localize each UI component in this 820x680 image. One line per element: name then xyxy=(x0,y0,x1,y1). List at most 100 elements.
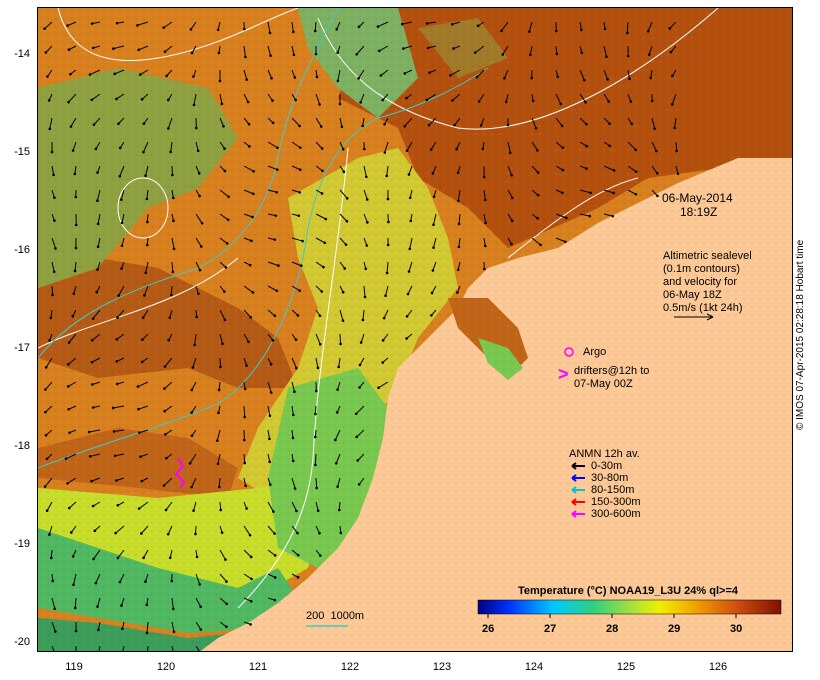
anmn-legend-label: 0-30m xyxy=(591,460,623,472)
velocity-arrow xyxy=(46,501,53,511)
velocity-arrowhead xyxy=(195,555,199,559)
velocity-arrowhead xyxy=(456,171,460,175)
velocity-arrow xyxy=(171,621,175,632)
velocity-arrow xyxy=(194,525,197,535)
velocity-arrowhead xyxy=(222,124,225,128)
velocity-arrow xyxy=(651,165,658,174)
velocity-arrowhead xyxy=(268,414,272,418)
velocity-arrow xyxy=(92,309,101,319)
velocity-arrowhead xyxy=(115,360,119,363)
velocity-arrow xyxy=(507,189,513,199)
velocity-arrow xyxy=(50,549,53,559)
velocity-arrowhead xyxy=(245,364,248,367)
velocity-arrow xyxy=(118,117,125,125)
velocity-arrow xyxy=(169,549,173,558)
velocity-arrowhead xyxy=(432,195,436,199)
velocity-arrowhead xyxy=(500,29,503,33)
velocity-arrow xyxy=(243,573,252,580)
velocity-arrow xyxy=(377,21,389,28)
velocity-arrowhead xyxy=(385,174,389,178)
velocity-arrow xyxy=(267,45,272,56)
velocity-arrow xyxy=(555,165,564,171)
sst-map xyxy=(38,8,792,651)
velocity-arrowhead xyxy=(356,459,360,462)
anmn-legend-item: 300-600m xyxy=(571,508,641,520)
velocity-arrow xyxy=(531,189,539,196)
velocity-arrow xyxy=(72,141,77,151)
velocity-arrowhead xyxy=(69,531,73,534)
velocity-arrowhead xyxy=(449,74,452,77)
velocity-arrow xyxy=(358,477,365,485)
velocity-arrow xyxy=(146,213,149,223)
velocity-arrowhead xyxy=(218,79,222,83)
velocity-arrowhead xyxy=(137,48,141,52)
velocity-arrow xyxy=(555,93,562,105)
velocity-arrow xyxy=(433,213,437,225)
velocity-arrowhead xyxy=(341,148,345,151)
velocity-arrow xyxy=(51,189,55,198)
velocity-arrow xyxy=(474,45,485,54)
velocity-arrowhead xyxy=(120,198,123,201)
velocity-arrow xyxy=(426,93,437,101)
velocity-arrowhead xyxy=(320,147,324,150)
velocity-arrowhead xyxy=(93,529,97,532)
velocity-arrow xyxy=(431,285,437,294)
velocity-arrowhead xyxy=(425,22,429,25)
velocity-arrow xyxy=(73,573,77,585)
velocity-arrowhead xyxy=(221,342,224,345)
velocity-arrow xyxy=(243,357,248,366)
velocity-arrow xyxy=(146,189,149,199)
velocity-arrowhead xyxy=(649,76,653,80)
velocity-arrowhead xyxy=(379,74,383,77)
velocity-arrow xyxy=(337,69,341,81)
velocity-arrowhead xyxy=(382,316,386,320)
velocity-arrowhead xyxy=(656,194,659,198)
velocity-arrow xyxy=(291,501,297,512)
velocity-arrow xyxy=(339,213,348,222)
velocity-arrow xyxy=(291,45,295,55)
velocity-arrowhead xyxy=(314,412,317,416)
velocity-arrowhead xyxy=(268,31,272,35)
velocity-arrow xyxy=(195,261,201,271)
velocity-arrowhead xyxy=(115,21,119,25)
velocity-arrowhead xyxy=(340,125,344,129)
velocity-arrowhead xyxy=(431,269,435,272)
velocity-arrow xyxy=(143,141,149,153)
velocity-arrow xyxy=(528,21,533,32)
velocity-arrow xyxy=(243,189,254,195)
velocity-arrowhead xyxy=(188,461,192,465)
velocity-arrowhead xyxy=(297,214,301,218)
velocity-arrow xyxy=(291,69,296,78)
velocity-arrow xyxy=(627,69,630,79)
velocity-arrow xyxy=(382,333,389,341)
velocity-arrow xyxy=(145,573,149,582)
velocity-arrowhead xyxy=(68,506,71,510)
velocity-arrow xyxy=(384,141,389,153)
velocity-arrowhead xyxy=(483,244,487,248)
velocity-arrow xyxy=(385,285,389,296)
velocity-arrow xyxy=(409,189,413,198)
velocity-arrowhead xyxy=(192,75,195,78)
velocity-arrow xyxy=(627,93,632,102)
velocity-arrowhead xyxy=(387,220,390,224)
velocity-arrowhead xyxy=(337,508,341,512)
velocity-arrowhead xyxy=(271,339,275,342)
velocity-arrow xyxy=(67,477,77,484)
velocity-arrow xyxy=(267,165,278,171)
velocity-arrowhead xyxy=(386,243,390,247)
velocity-arrow xyxy=(267,141,278,149)
velocity-arrowhead xyxy=(560,124,564,128)
velocity-arrowhead xyxy=(95,290,99,294)
velocity-arrow xyxy=(243,69,248,80)
velocity-arrowhead xyxy=(53,219,56,222)
velocity-arrowhead xyxy=(47,99,51,102)
velocity-arrowhead xyxy=(120,221,124,225)
velocity-arrowhead xyxy=(53,607,57,610)
velocity-arrowhead xyxy=(243,438,246,442)
velocity-arrowhead xyxy=(193,343,196,347)
colorbar-title: Temperature (°C) NOAA19_L3U 24% ql>=4 xyxy=(518,585,738,597)
velocity-arrowhead xyxy=(339,342,342,346)
velocity-arrowhead xyxy=(91,383,94,386)
velocity-arrow xyxy=(339,333,342,345)
velocity-arrowhead xyxy=(90,360,94,364)
